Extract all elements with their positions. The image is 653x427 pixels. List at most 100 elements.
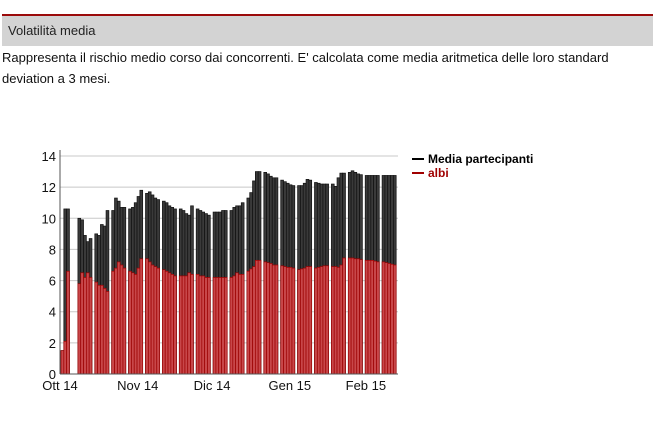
bar-albi [170,273,175,375]
bar-albi [116,261,121,375]
x-tick-label: Ott 14 [42,378,77,393]
bar-albi [153,266,158,375]
bar-albi [94,281,98,375]
bar-albi [297,269,301,375]
bar-albi [342,257,346,375]
section-header: Volatilità media [2,16,653,46]
bar-albi [83,277,87,375]
bar-albi [308,266,313,375]
bar-albi [178,275,183,375]
bar-albi [359,259,363,375]
bar-albi [333,266,338,375]
bar-albi [164,270,169,375]
bar-albi [63,340,67,375]
bar-albi [384,262,389,375]
bar-albi [221,277,225,375]
bar-albi [162,269,166,375]
bar-albi [102,288,107,375]
bar-albi [201,275,205,375]
bar-albi [263,261,267,375]
bar-albi [212,277,217,375]
bar-albi [302,267,307,375]
bar-albi [370,259,375,375]
bar-albi [381,261,386,375]
x-tick-label: Nov 14 [117,378,158,393]
bar-albi [246,270,251,375]
bar-albi [136,267,141,375]
bar-albi [319,266,324,375]
legend-label: Media partecipanti [428,152,533,166]
bar-albi [235,272,239,375]
bar-albi [336,266,341,375]
bar-albi [238,273,242,375]
bar-albi [252,266,256,375]
bar-albi [347,257,352,375]
bar-albi [114,267,118,375]
bar-albi [156,267,160,375]
bar-albi [316,266,321,375]
y-tick-label: 0 [49,367,56,382]
bar-albi [283,266,287,375]
section-title: Volatilità media [8,23,96,38]
bar-albi [322,265,327,375]
bar-albi [111,270,115,375]
bar-albi [150,264,155,375]
bar-albi [314,267,318,375]
bar-albi [77,283,82,375]
bar-albi [88,277,93,375]
y-tick-label: 14 [42,149,56,164]
bar-albi [187,272,191,375]
bar-albi [85,272,90,375]
bar-albi [105,291,110,375]
bar-albi [291,267,296,375]
bar-albi [288,266,293,375]
bar-albi [356,258,360,375]
bar-albi [387,263,391,375]
bar-albi [100,284,104,375]
bar-albi [331,266,335,375]
x-tick-label: Dic 14 [194,378,231,393]
bar-albi [128,270,132,375]
bar-albi [390,263,394,375]
bar-albi [145,258,149,375]
y-tick-label: 6 [49,274,56,289]
bar-albi [376,261,380,375]
bar-albi [325,265,329,375]
bar-albi [131,272,135,375]
bar-albi [285,266,290,375]
bar-albi [207,277,211,375]
bar-albi [274,264,279,375]
bar-albi [173,275,177,375]
legend-label: albi [428,166,449,180]
bar-albi [218,277,222,375]
bar-albi [133,273,138,375]
bar-albi [339,264,344,375]
bar-albi [232,275,236,375]
bar-albi [240,273,245,375]
bar-albi [393,264,397,375]
y-tick-label: 2 [49,336,56,351]
bar-albi [257,259,262,375]
bar-albi [271,264,276,375]
bar-albi [300,268,304,375]
bar-albi [204,277,208,375]
bar-albi [255,259,259,375]
bar-albi [198,275,203,375]
bar-albi [139,258,144,375]
bar-albi [184,275,189,375]
bar-albi [367,259,372,375]
bar-albi [60,350,65,375]
bar-albi [364,259,369,375]
bar-albi [350,257,355,375]
y-tick-label: 12 [42,180,56,195]
bar-albi [122,267,127,375]
bar-albi [66,270,70,375]
bar-albi [373,260,377,375]
bar-albi [224,277,228,375]
y-tick-label: 10 [42,211,56,226]
bar-albi [215,277,220,375]
bar-albi [119,264,124,375]
bar-albi [305,266,310,375]
bar-albi [80,272,84,375]
